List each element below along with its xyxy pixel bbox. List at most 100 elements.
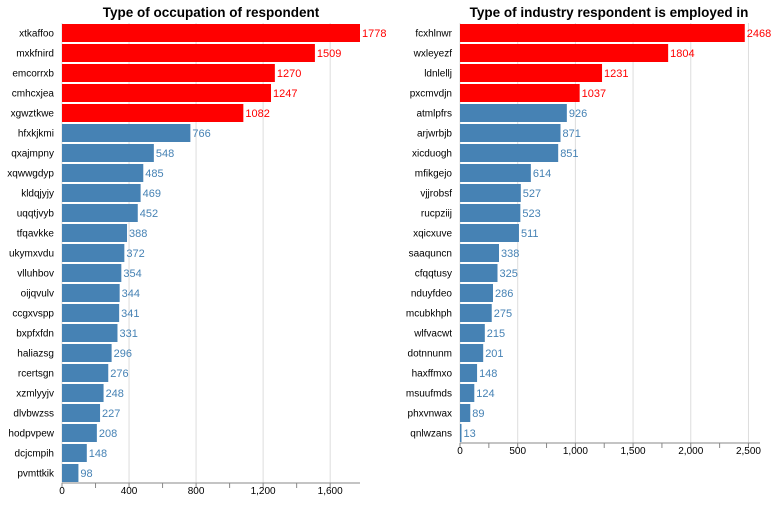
industry-category-label: rucpziij — [421, 209, 452, 220]
occupation-value-label: 344 — [122, 288, 140, 300]
occupation-category-label: hfxkjkmi — [18, 129, 54, 140]
occupation-bar — [62, 64, 275, 82]
industry-bar — [460, 144, 559, 162]
industry-chart-title: Type of industry respondent is employed … — [470, 5, 749, 20]
industry-category-label: xicduogh — [412, 149, 452, 160]
industry-category-label: saaquncn — [409, 249, 452, 260]
occupation-category-label: oijqvulv — [21, 289, 54, 300]
occupation-value-label: 227 — [102, 408, 120, 420]
occupation-bar — [62, 104, 244, 122]
industry-value-label: 1037 — [582, 88, 606, 100]
occupation-bar — [62, 424, 97, 442]
industry-bar — [460, 164, 531, 182]
occupation-value-label: 354 — [123, 268, 141, 280]
industry-bar — [460, 124, 561, 142]
occupation-category-label: tfqavkke — [17, 229, 55, 240]
occupation-value-label: 248 — [106, 388, 124, 400]
industry-value-label: 338 — [501, 248, 519, 260]
occupation-value-label: 1082 — [245, 108, 269, 120]
occupation-category-label: hodpvpew — [8, 429, 54, 440]
industry-value-label: 215 — [487, 328, 505, 340]
occupation-bars: xtkaffoo 1778 mxkfnird 1509 emcorrxb 1270 cmhc… — [7, 24, 386, 482]
occupation-category-label: haliazsg — [17, 349, 54, 360]
industry-bar — [460, 264, 498, 282]
industry-category-label: mfikgejo — [415, 169, 453, 180]
occupation-category-label: qxajmpny — [11, 149, 54, 160]
occupation-category-label: emcorrxb — [12, 69, 54, 80]
industry-value-label: 511 — [521, 228, 539, 240]
occupation-bar — [62, 344, 112, 362]
occupation-value-label: 276 — [110, 368, 128, 380]
industry-value-label: 286 — [495, 288, 513, 300]
occupation-value-label: 469 — [143, 188, 161, 200]
occupation-value-label: 372 — [126, 248, 144, 260]
occupation-value-label: 98 — [80, 468, 92, 480]
occupation-category-label: vlluhbov — [17, 269, 54, 280]
occupation-bar — [62, 124, 191, 142]
industry-category-label: qnlwzans — [410, 429, 452, 440]
industry-value-label: 2468 — [747, 28, 771, 40]
occupation-category-label: pvmttkik — [17, 469, 55, 480]
industry-bar — [460, 324, 485, 342]
occupation-bar — [62, 284, 120, 302]
occupation-category-label: dcjcmpih — [15, 449, 54, 460]
industry-bar — [460, 284, 493, 302]
industry-category-label: fcxhlnwr — [415, 29, 452, 40]
industry-bar — [460, 44, 669, 62]
occupation-value-label: 1247 — [273, 88, 297, 100]
industry-bar — [460, 364, 478, 382]
occupation-x-axis: 0 400 800 1,200 1,600 — [59, 482, 360, 497]
occupation-bar — [62, 184, 141, 202]
industry-category-label: wxleyezf — [413, 49, 453, 60]
occupation-category-label: ukymxvdu — [9, 249, 54, 260]
occupation-category-label: xzmlyyjv — [16, 389, 54, 400]
occupation-category-label: cmhcxjea — [12, 89, 55, 100]
industry-x-tick-label: 0 — [457, 446, 463, 457]
occupation-x-tick-label: 1,600 — [318, 486, 343, 497]
industry-bar — [460, 404, 471, 422]
occupation-value-label: 341 — [121, 308, 139, 320]
occupation-bar — [62, 24, 360, 42]
occupation-bar — [62, 324, 118, 342]
industry-bar — [460, 24, 745, 42]
occupation-category-label: rcertsgn — [18, 369, 54, 380]
industry-value-label: 275 — [494, 308, 512, 320]
industry-category-label: haxffmxo — [412, 369, 453, 380]
occupation-value-label: 766 — [192, 128, 210, 140]
occupation-bar — [62, 224, 128, 242]
occupation-value-label: 388 — [129, 228, 147, 240]
occupation-value-label: 452 — [140, 208, 158, 220]
industry-x-tick-label: 2,000 — [678, 446, 703, 457]
industry-x-tick-label: 1,000 — [563, 446, 588, 457]
occupation-category-label: xgwztkwe — [11, 109, 55, 120]
occupation-bar — [62, 244, 125, 262]
industry-category-label: arjwrbjb — [417, 129, 452, 140]
industry-category-label: xqicxuve — [413, 229, 452, 240]
industry-category-label: vjjrobsf — [420, 189, 452, 200]
occupation-value-label: 1270 — [277, 68, 301, 80]
occupation-x-tick-label: 800 — [188, 486, 205, 497]
industry-category-label: mcubkhph — [406, 309, 452, 320]
industry-x-tick-label: 1,500 — [621, 446, 646, 457]
industry-value-label: 1804 — [670, 48, 694, 60]
industry-value-label: 851 — [560, 148, 578, 160]
occupation-bar — [62, 204, 138, 222]
industry-category-label: dotnnunm — [408, 349, 452, 360]
occupation-category-label: xqwwgdyp — [7, 169, 54, 180]
occupation-bar — [62, 144, 154, 162]
occupation-bar — [62, 364, 109, 382]
industry-bar — [460, 344, 484, 362]
industry-value-label: 89 — [472, 408, 484, 420]
industry-category-label: phxvnwax — [408, 409, 452, 420]
occupation-bar — [62, 384, 104, 402]
industry-bar — [460, 304, 492, 322]
occupation-bar — [62, 444, 87, 462]
industry-x-axis: 0 500 1,000 1,500 2,000 2,500 — [457, 442, 761, 457]
occupation-category-label: mxkfnird — [16, 49, 54, 60]
occupation-category-label: kldqjyjy — [21, 189, 54, 200]
industry-bar — [460, 424, 462, 442]
occupation-value-label: 1509 — [317, 48, 341, 60]
industry-value-label: 13 — [464, 428, 476, 440]
industry-bars: fcxhlnwr 2468 wxleyezf 1804 ldnlellj 1231 pxcm… — [406, 24, 771, 442]
